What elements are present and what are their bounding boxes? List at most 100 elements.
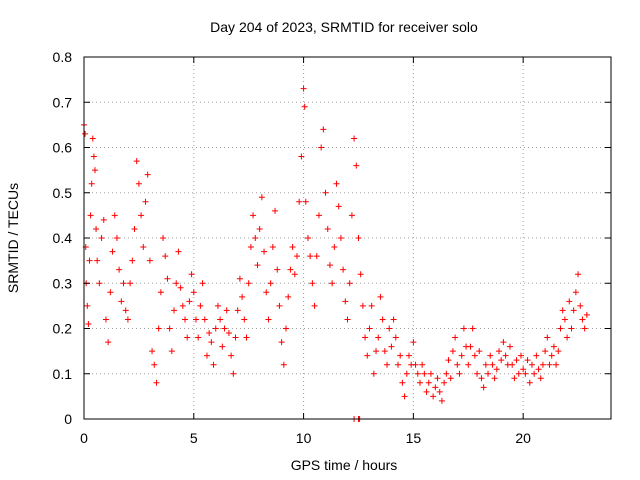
data-point (223, 307, 230, 314)
data-point (140, 244, 147, 251)
data-point (283, 325, 290, 332)
y-tick-labels: 0 0.1 0.2 0.3 0.4 0.5 0.6 0.7 0.8 (53, 49, 73, 427)
data-point (111, 212, 118, 219)
data-point (377, 293, 384, 300)
data-point (379, 316, 386, 323)
data-point (469, 325, 476, 332)
data-point (561, 316, 568, 323)
data-point (452, 334, 459, 341)
data-point (302, 198, 309, 205)
y-axis-label: SRMTID / TECUs (5, 183, 21, 293)
data-point (149, 348, 156, 355)
data-point (188, 271, 195, 278)
data-point (366, 325, 373, 332)
data-point (557, 325, 564, 332)
data-point (533, 352, 540, 359)
data-point (474, 370, 481, 377)
data-point (278, 339, 285, 346)
data-point (129, 257, 136, 264)
data-point (322, 189, 329, 196)
data-point (102, 316, 109, 323)
data-point (553, 361, 560, 368)
data-point (265, 316, 272, 323)
data-point (388, 343, 395, 350)
data-point (296, 198, 303, 205)
data-point (460, 325, 467, 332)
data-point (234, 307, 241, 314)
data-point (559, 307, 566, 314)
data-point (124, 316, 131, 323)
data-point (524, 357, 531, 364)
data-point (173, 280, 180, 287)
data-point (186, 298, 193, 305)
data-point (307, 253, 314, 260)
data-point (85, 320, 92, 327)
axis-ticks (83, 56, 611, 420)
data-point (537, 375, 544, 382)
data-point (221, 325, 228, 332)
data-point (359, 302, 366, 309)
data-point (482, 361, 489, 368)
data-point (465, 361, 472, 368)
data-point (190, 289, 197, 296)
data-point (375, 334, 382, 341)
data-point (82, 130, 89, 137)
data-point (531, 370, 538, 377)
data-point (419, 361, 426, 368)
data-point (414, 370, 421, 377)
data-point (566, 298, 573, 305)
data-point (245, 280, 252, 287)
data-point (109, 248, 116, 255)
data-point (166, 325, 173, 332)
data-point (539, 361, 546, 368)
data-point (397, 352, 404, 359)
data-point (230, 370, 237, 377)
data-point (348, 212, 355, 219)
data-point (381, 348, 388, 355)
data-point (263, 289, 270, 296)
data-point (357, 271, 364, 278)
data-point (304, 235, 311, 241)
data-point (276, 302, 283, 309)
data-point (219, 343, 226, 350)
data-point (498, 357, 505, 364)
data-point (267, 280, 274, 287)
data-point (329, 280, 336, 287)
data-point (493, 366, 500, 373)
data-point (362, 334, 369, 341)
data-point (144, 171, 151, 178)
data-point (162, 253, 169, 260)
data-point (164, 275, 171, 282)
data-point (364, 352, 371, 359)
data-point (427, 370, 434, 377)
data-point (113, 235, 120, 241)
data-point (340, 266, 347, 273)
data-point (98, 235, 105, 241)
data-point (430, 393, 437, 400)
data-point (550, 343, 557, 350)
data-point (254, 262, 261, 269)
data-point (300, 85, 307, 92)
data-point (513, 357, 520, 364)
data-point (171, 307, 178, 314)
data-point (458, 352, 465, 359)
data-point (449, 348, 456, 355)
data-point (520, 366, 527, 373)
data-point (91, 167, 98, 174)
data-point (261, 248, 268, 255)
x-tick-label: 15 (406, 430, 422, 446)
data-point (509, 361, 516, 368)
data-point (526, 379, 533, 386)
y-tick-label: 0 (64, 411, 72, 427)
data-point (217, 316, 224, 323)
data-point (122, 307, 129, 314)
data-point (564, 334, 571, 341)
data-point (269, 244, 276, 251)
data-point (86, 257, 93, 264)
y-tick-label: 0.5 (53, 185, 73, 201)
data-point (88, 180, 95, 187)
data-point (192, 316, 199, 323)
data-point (445, 357, 452, 364)
